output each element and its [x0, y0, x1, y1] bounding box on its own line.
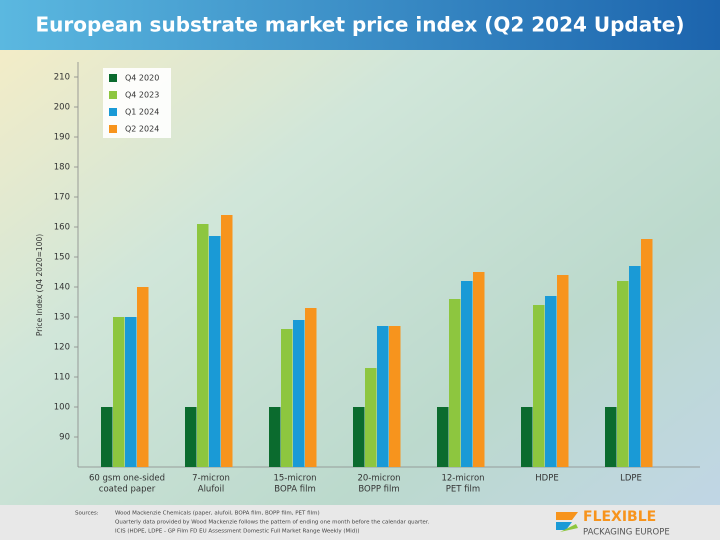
- sources-label: Sources:: [75, 511, 99, 517]
- y-tick-label: 180: [54, 163, 70, 173]
- bar: [377, 326, 389, 467]
- x-tick-label: 12-micron: [441, 474, 484, 484]
- footer: [0, 505, 720, 540]
- legend-swatch: [109, 91, 117, 99]
- logo-text: PACKAGING EUROPE: [583, 528, 670, 538]
- logo: FLEXIBLE PACKAGING EUROPE: [556, 509, 670, 538]
- legend-swatch: [109, 125, 117, 133]
- y-tick-label: 90: [59, 433, 70, 443]
- y-tick-label: 210: [54, 73, 70, 83]
- bar: [605, 407, 617, 467]
- bar: [209, 236, 221, 467]
- x-tick-label: Alufoil: [198, 485, 224, 495]
- y-tick-label: 100: [54, 403, 70, 413]
- logo-text: FLEXIBLE: [583, 509, 656, 525]
- logo-shape: [556, 512, 578, 520]
- chart-title: European substrate market price index (Q…: [35, 13, 684, 37]
- bar: [473, 272, 485, 467]
- bar: [437, 407, 449, 467]
- bar: [305, 308, 317, 467]
- bar: [269, 407, 281, 467]
- bar: [365, 368, 377, 467]
- source-line: Quarterly data provided by Wood Mackenzi…: [115, 520, 430, 526]
- y-axis-label: Price Index (Q4 2020=100): [35, 234, 44, 336]
- logo-shape: [560, 524, 578, 532]
- y-tick-label: 190: [54, 133, 70, 143]
- title-banner: [0, 0, 720, 50]
- bar: [293, 320, 305, 467]
- bar: [185, 407, 197, 467]
- bar: [353, 407, 365, 467]
- bar: [533, 305, 545, 467]
- legend-swatch: [109, 108, 117, 116]
- bar: [125, 317, 137, 467]
- bar: [449, 299, 461, 467]
- y-tick-label: 200: [54, 103, 70, 113]
- bar: [545, 296, 557, 467]
- x-tick-label: coated paper: [99, 485, 156, 495]
- source-line: ICIS (HDPE, LDPE - GP Film FD EU Assessm…: [115, 529, 360, 535]
- bar: [389, 326, 401, 467]
- bar: [197, 224, 209, 467]
- bar: [557, 275, 569, 467]
- x-tick-label: BOPP film: [358, 485, 399, 495]
- y-tick-label: 160: [54, 223, 70, 233]
- x-tick-label: HDPE: [535, 474, 558, 484]
- bar: [221, 215, 233, 467]
- y-tick-label: 110: [54, 373, 70, 383]
- bar: [617, 281, 629, 467]
- y-tick-label: 150: [54, 253, 70, 263]
- bar: [461, 281, 473, 467]
- legend-label: Q2 2024: [125, 125, 159, 134]
- bar: [641, 239, 653, 467]
- logo-shape: [556, 522, 572, 530]
- x-tick-label: BOPA film: [274, 485, 315, 495]
- legend-label: Q1 2024: [125, 108, 159, 117]
- y-tick-label: 140: [54, 283, 70, 293]
- x-tick-label: 7-micron: [192, 474, 230, 484]
- source-line: Wood Mackenzie Chemicals (paper, alufoil…: [115, 511, 320, 517]
- bar: [101, 407, 113, 467]
- x-tick-label: 20-micron: [357, 474, 400, 484]
- bar: [521, 407, 533, 467]
- legend-label: Q4 2023: [125, 91, 159, 100]
- x-tick-label: PET film: [446, 485, 480, 495]
- y-tick-label: 130: [54, 313, 70, 323]
- y-tick-label: 120: [54, 343, 70, 353]
- y-tick-label: 170: [54, 193, 70, 203]
- legend-label: Q4 2020: [125, 74, 159, 83]
- x-tick-label: 60 gsm one-sided: [89, 474, 165, 484]
- bar: [137, 287, 149, 467]
- bar: [281, 329, 293, 467]
- bar: [629, 266, 641, 467]
- x-tick-label: 15-micron: [273, 474, 316, 484]
- x-tick-label: LDPE: [620, 474, 642, 484]
- bar: [113, 317, 125, 467]
- legend-swatch: [109, 74, 117, 82]
